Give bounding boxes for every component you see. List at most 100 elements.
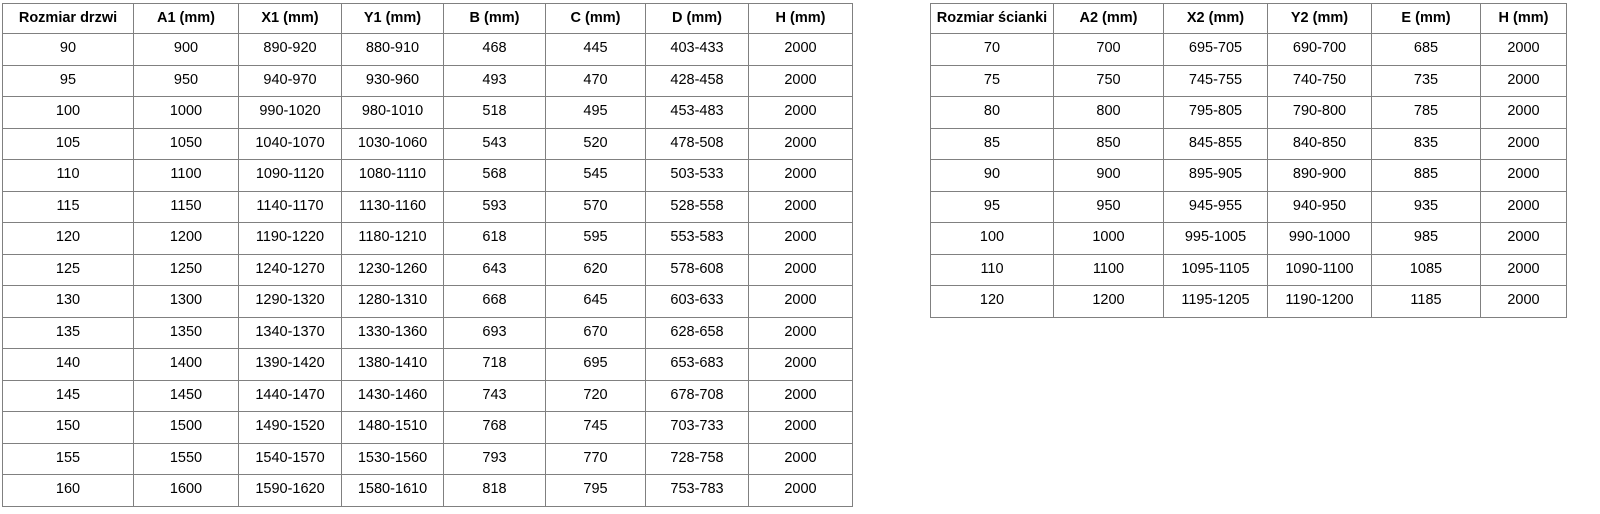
table-cell: 1040-1070 [238,127,342,160]
wall-panel-size-table: Rozmiar ścianki A2 (mm) X2 (mm) Y2 (mm) E (m… [930,3,1567,318]
table-cell: 818 [443,474,546,507]
table-row: 110 1100 1095-1105 1090-1100 1085 2000 [930,253,1567,286]
table-cell: 2000 [748,348,853,381]
table-cell: 2000 [748,285,853,318]
table-cell: 750 [1053,64,1164,97]
table-cell: 2000 [1480,253,1567,286]
table-cell: 2000 [748,379,853,412]
table-cell: 1600 [133,474,239,507]
table-cell: 950 [133,64,239,97]
row-label-cell: 80 [930,96,1054,129]
table-cell: 985 [1371,222,1481,255]
table-cell: 570 [545,190,646,223]
table-cell: 935 [1371,190,1481,223]
column-header: X1 (mm) [238,3,342,34]
table-cell: 840-850 [1267,127,1372,160]
table-cell: 1330-1360 [341,316,444,349]
column-header: A2 (mm) [1053,3,1164,34]
table-cell: 885 [1371,159,1481,192]
door-size-table: Rozmiar drzwi A1 (mm) X1 (mm) Y1 (mm) B (mm)… [2,3,853,507]
table-row: 80 800 795-805 790-800 785 2000 [930,96,1567,129]
row-label-cell: 85 [930,127,1054,160]
table-cell: 890-900 [1267,159,1372,192]
table-cell: 1430-1460 [341,379,444,412]
column-header: Rozmiar ścianki [930,3,1054,34]
table-cell: 2000 [1480,159,1567,192]
table-cell: 1290-1320 [238,285,342,318]
table-row: 110 1100 1090-1120 1080-1110 568 545 503-533 20… [2,159,853,192]
column-header: Y1 (mm) [341,3,444,34]
table-cell: 685 [1371,33,1481,66]
table-cell: 1030-1060 [341,127,444,160]
table-cell: 735 [1371,64,1481,97]
table-cell: 795 [545,474,646,507]
header-row: Rozmiar ścianki A2 (mm) X2 (mm) Y2 (mm) E (m… [930,3,1567,34]
table-cell: 845-855 [1163,127,1268,160]
table-cell: 1000 [133,96,239,129]
table-cell: 2000 [1480,96,1567,129]
table-cell: 643 [443,253,546,286]
table-cell: 1080-1110 [341,159,444,192]
table-cell: 693 [443,316,546,349]
table-cell: 895-905 [1163,159,1268,192]
table-cell: 653-683 [645,348,749,381]
row-label-cell: 95 [930,190,1054,223]
table-body: 70 700 695-705 690-700 685 2000 75 750 745-755 74… [930,33,1567,318]
table-cell: 528-558 [645,190,749,223]
table-cell: 1380-1410 [341,348,444,381]
table-cell: 428-458 [645,64,749,97]
table-cell: 2000 [748,253,853,286]
table-cell: 695 [545,348,646,381]
table-cell: 1240-1270 [238,253,342,286]
table-cell: 1490-1520 [238,411,342,444]
table-cell: 1000 [1053,222,1164,255]
table-cell: 2000 [748,474,853,507]
table-cell: 930-960 [341,64,444,97]
table-cell: 2000 [748,222,853,255]
table-cell: 720 [545,379,646,412]
header-row: Rozmiar drzwi A1 (mm) X1 (mm) Y1 (mm) B (mm)… [2,3,853,34]
column-header: C (mm) [545,3,646,34]
table-cell: 740-750 [1267,64,1372,97]
table-row: 155 1550 1540-1570 1530-1560 793 770 728-758 20… [2,442,853,475]
table-cell: 1550 [133,442,239,475]
table-cell: 595 [545,222,646,255]
table-cell: 1400 [133,348,239,381]
row-label-cell: 140 [2,348,134,381]
table-cell: 940-970 [238,64,342,97]
column-header: H (mm) [748,3,853,34]
table-cell: 645 [545,285,646,318]
table-cell: 618 [443,222,546,255]
table-cell: 900 [1053,159,1164,192]
table-cell: 668 [443,285,546,318]
table-cell: 1350 [133,316,239,349]
table-cell: 495 [545,96,646,129]
table-cell: 2000 [748,96,853,129]
table-cell: 900 [133,33,239,66]
row-label-cell: 90 [2,33,134,66]
table-cell: 603-633 [645,285,749,318]
table-cell: 470 [545,64,646,97]
table-row: 70 700 695-705 690-700 685 2000 [930,33,1567,66]
column-header: Y2 (mm) [1267,3,1372,34]
table-row: 90 900 890-920 880-910 468 445 403-433 2000 [2,33,853,66]
table-cell: 835 [1371,127,1481,160]
row-label-cell: 105 [2,127,134,160]
table-cell: 403-433 [645,33,749,66]
table-row: 120 1200 1195-1205 1190-1200 1185 2000 [930,285,1567,318]
table-row: 140 1400 1390-1420 1380-1410 718 695 653-683 20… [2,348,853,381]
table-row: 115 1150 1140-1170 1130-1160 593 570 528-558 20… [2,190,853,223]
table-cell: 543 [443,127,546,160]
table-cell: 945-955 [1163,190,1268,223]
table-cell: 1050 [133,127,239,160]
table-cell: 745-755 [1163,64,1268,97]
table-row: 120 1200 1190-1220 1180-1210 618 595 553-583 20… [2,222,853,255]
table-cell: 980-1010 [341,96,444,129]
table-cell: 1340-1370 [238,316,342,349]
table-cell: 1100 [1053,253,1164,286]
table-cell: 1130-1160 [341,190,444,223]
table-cell: 1300 [133,285,239,318]
table-cell: 1150 [133,190,239,223]
table-cell: 468 [443,33,546,66]
table-cell: 800 [1053,96,1164,129]
